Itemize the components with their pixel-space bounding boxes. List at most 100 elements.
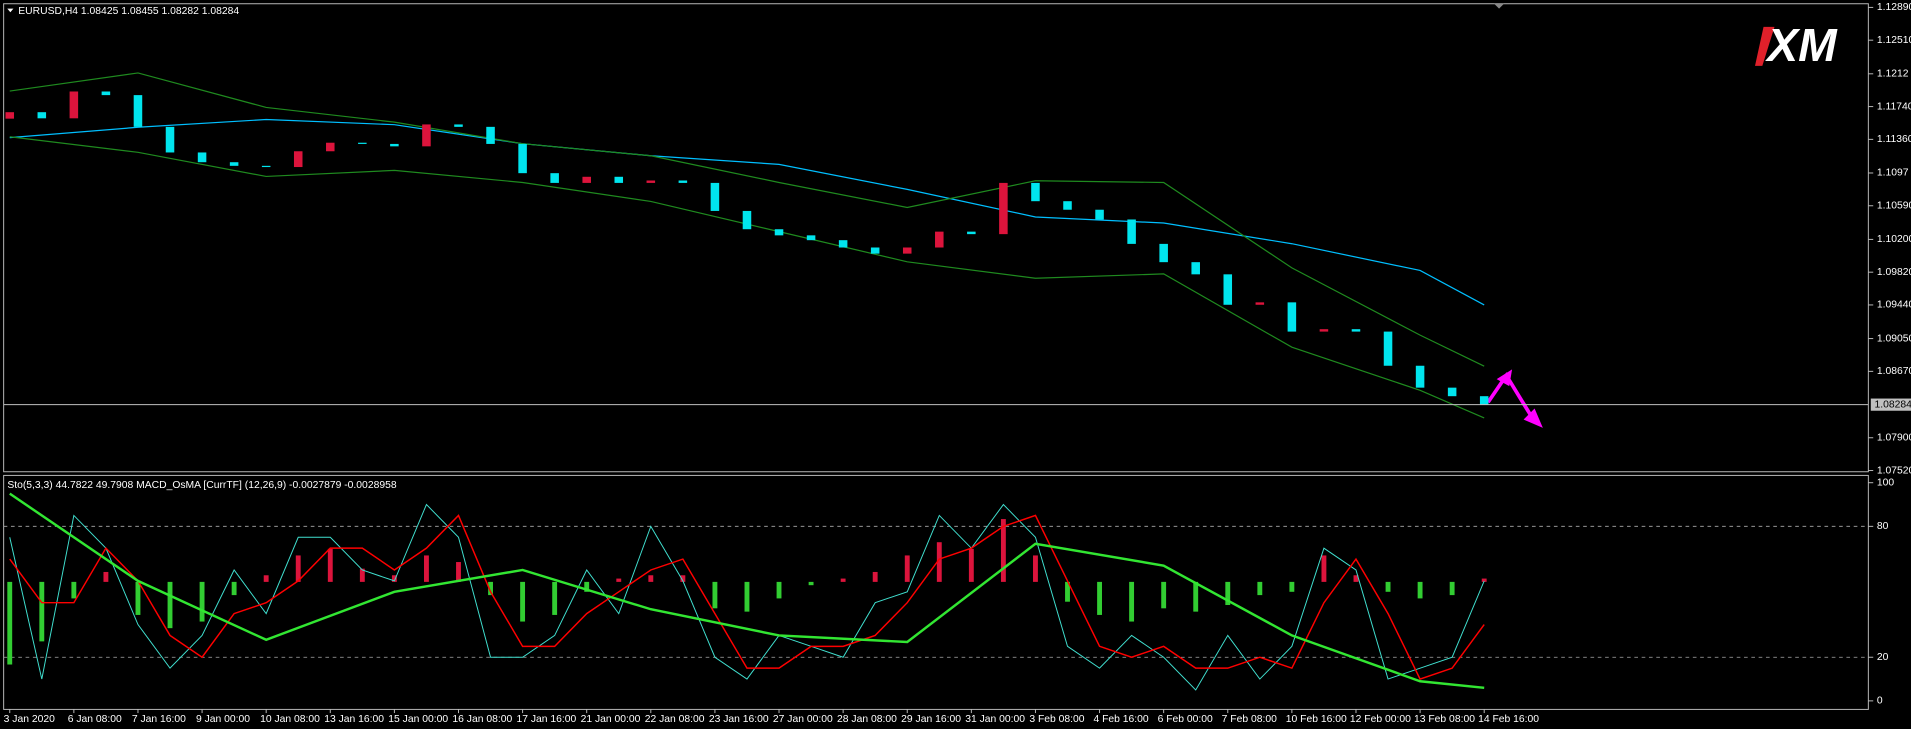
histogram-bar bbox=[1161, 581, 1167, 609]
histogram-bar bbox=[295, 555, 301, 582]
y-tick-label: 1.07520 bbox=[1877, 465, 1911, 476]
x-tick-label: 3 Jan 2020 bbox=[4, 714, 55, 725]
candle bbox=[1447, 387, 1457, 397]
candle bbox=[101, 91, 111, 96]
candle bbox=[870, 247, 880, 254]
candle bbox=[742, 210, 752, 230]
candle bbox=[710, 182, 720, 211]
histogram-bar bbox=[1481, 578, 1487, 582]
candle bbox=[1319, 329, 1329, 332]
x-tick-label: 29 Jan 16:00 bbox=[901, 714, 961, 725]
histogram-bar bbox=[488, 581, 493, 596]
collapse-icon bbox=[7, 8, 14, 13]
candle bbox=[1287, 302, 1297, 332]
candle bbox=[133, 95, 143, 127]
candle bbox=[37, 112, 47, 119]
candle bbox=[678, 180, 688, 183]
x-tick-label: 6 Feb 00:00 bbox=[1158, 714, 1213, 725]
y-tick-label: 1.1097 bbox=[1877, 168, 1909, 179]
logo: XM bbox=[1764, 19, 1838, 71]
histogram-bar bbox=[1065, 581, 1070, 602]
histogram-bar bbox=[1225, 581, 1231, 606]
x-tick-label: 17 Jan 16:00 bbox=[517, 714, 577, 725]
histogram-bar bbox=[1289, 581, 1295, 592]
shift-marker bbox=[1494, 3, 1504, 9]
histogram-bar bbox=[135, 581, 141, 615]
candle bbox=[261, 165, 271, 168]
candle bbox=[454, 124, 463, 127]
histogram-bar bbox=[199, 581, 205, 622]
candle bbox=[902, 247, 912, 254]
histogram-bar bbox=[936, 542, 942, 582]
x-tick-label: 27 Jan 00:00 bbox=[773, 714, 833, 725]
histogram-bar bbox=[648, 575, 654, 582]
candle bbox=[486, 126, 495, 144]
x-tick-label: 10 Feb 16:00 bbox=[1286, 714, 1347, 725]
candle bbox=[935, 231, 944, 248]
histogram-bar bbox=[1417, 581, 1423, 599]
histogram-bar bbox=[391, 575, 397, 582]
candle bbox=[1063, 201, 1072, 210]
x-tick-label: 15 Jan 00:00 bbox=[388, 714, 448, 725]
candle bbox=[358, 142, 367, 144]
histogram-bar bbox=[1385, 581, 1391, 592]
x-tick-label: 22 Jan 08:00 bbox=[645, 714, 705, 725]
candle bbox=[614, 176, 624, 183]
histogram-bar bbox=[1033, 555, 1038, 582]
y-tick-label: 1.11740 bbox=[1877, 101, 1911, 112]
y-tick-label: 0 bbox=[1877, 696, 1883, 707]
histogram-bar bbox=[327, 548, 333, 582]
x-tick-label: 16 Jan 08:00 bbox=[452, 714, 512, 725]
overlay-line bbox=[9, 118, 1485, 306]
y-tick-label: 1.09820 bbox=[1877, 267, 1911, 278]
histogram-bar bbox=[744, 581, 750, 612]
candle bbox=[1095, 209, 1104, 220]
main-title: EURUSD,H4 1.08425 1.08455 1.08282 1.0828… bbox=[18, 6, 239, 17]
last-price-label: 1.08284 bbox=[1874, 399, 1911, 410]
histogram-bar bbox=[39, 581, 45, 642]
y-tick-label: 1.1212 bbox=[1877, 69, 1909, 80]
x-tick-label: 13 Feb 08:00 bbox=[1414, 714, 1475, 725]
candle bbox=[229, 162, 239, 166]
y-tick-label: 1.12510 bbox=[1877, 35, 1911, 46]
candle bbox=[422, 124, 431, 147]
candle bbox=[293, 151, 303, 168]
y-tick-label: 20 bbox=[1877, 652, 1889, 663]
candle bbox=[582, 176, 591, 183]
histogram-bar bbox=[1129, 581, 1135, 622]
candle bbox=[197, 152, 207, 163]
histogram-bar bbox=[231, 581, 237, 596]
candle bbox=[646, 180, 656, 183]
histogram-bar bbox=[1353, 575, 1359, 582]
candle bbox=[165, 126, 175, 153]
candle bbox=[1223, 274, 1233, 305]
x-tick-label: 9 Jan 00:00 bbox=[196, 714, 250, 725]
histogram-bar bbox=[1257, 581, 1263, 596]
y-tick-label: 1.09050 bbox=[1877, 333, 1911, 344]
candle bbox=[1255, 302, 1265, 305]
histogram-bar bbox=[840, 578, 846, 582]
histogram-bar bbox=[1321, 555, 1327, 582]
y-tick-label: 1.07900 bbox=[1877, 432, 1911, 443]
x-tick-label: 14 Feb 16:00 bbox=[1478, 714, 1539, 725]
logo-mark bbox=[1755, 26, 1775, 66]
histogram-bar bbox=[359, 568, 365, 582]
candle bbox=[806, 235, 816, 241]
candle bbox=[1415, 365, 1425, 388]
y-tick-label: 100 bbox=[1877, 477, 1895, 488]
y-tick-label: 1.12890 bbox=[1877, 2, 1911, 13]
histogram-bar bbox=[904, 555, 910, 582]
candle bbox=[326, 142, 335, 152]
histogram-bar bbox=[71, 581, 77, 599]
candle bbox=[518, 143, 527, 174]
x-tick-label: 10 Jan 08:00 bbox=[260, 714, 320, 725]
candle bbox=[550, 173, 559, 183]
candle bbox=[69, 91, 79, 119]
histogram-bar bbox=[552, 581, 558, 615]
histogram-bar bbox=[456, 562, 461, 582]
indicator-title: Sto(5,3,3) 44.7822 49.7908 MACD_OsMA [Cu… bbox=[7, 480, 397, 491]
y-tick-label: 1.09440 bbox=[1877, 300, 1911, 311]
candle bbox=[1479, 396, 1489, 405]
